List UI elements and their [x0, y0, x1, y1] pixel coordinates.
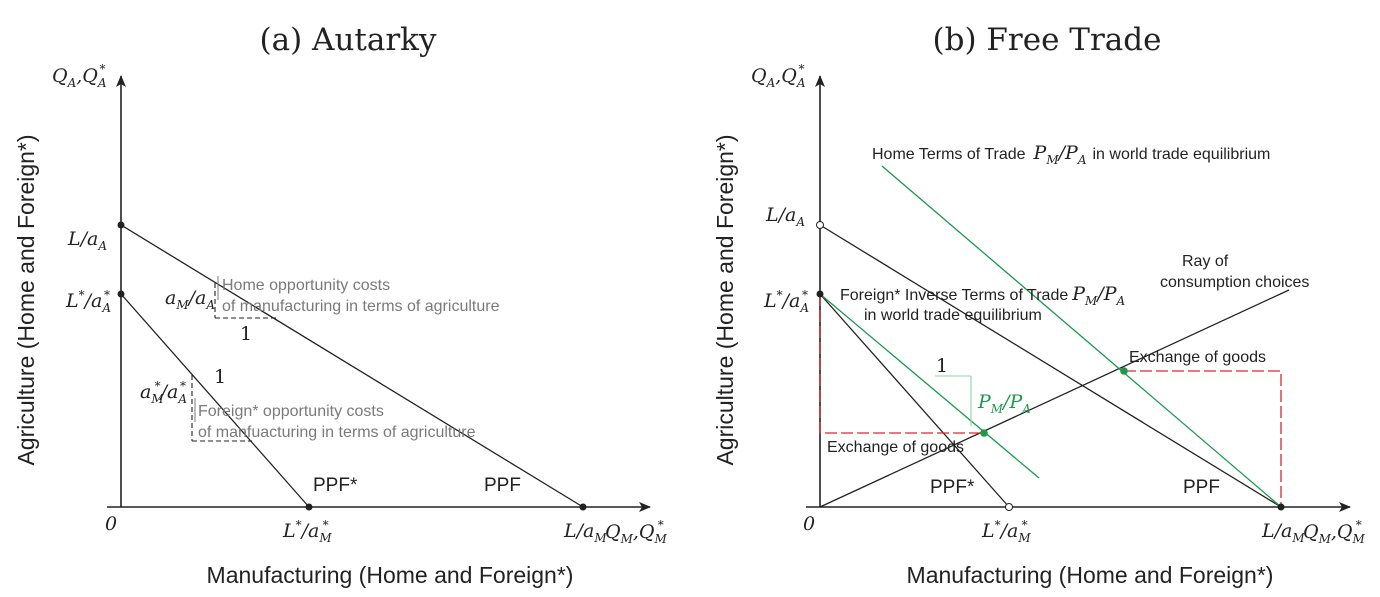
panel-a-origin: 0 [105, 513, 117, 535]
panel-b-home-x-intercept [1277, 503, 1285, 511]
panel-b-tot-slope-math: PM/PA [977, 391, 1031, 416]
panel-a-home-annotation-line2: of manufacturing in terms of agriculture [222, 298, 500, 315]
panel-b-foreign-consumption-point [980, 429, 988, 437]
panel-b-foreign-terms-of-trade-line [819, 293, 1040, 479]
panel-a-home-y-intercept [117, 221, 125, 229]
panel-b-y-axis-label: Agriculture (Home and Foreign*) [712, 134, 738, 465]
panel-a-home-ppf [120, 224, 584, 508]
panel-a-home-annotation-line1: Home opportunity costs [222, 277, 390, 294]
panel-b-foreign-y-intercept [816, 290, 824, 298]
panel-a-y-axis-quantity: QA,QA* [52, 62, 107, 90]
panel-a-foreign-slope-math: aM*/aA* [140, 379, 187, 406]
panel-b-home-exchange-label: Exchange of goods [1129, 349, 1266, 366]
panel-b-foreign-exchange-triangle [819, 294, 984, 434]
panel-b-tot-slope-one: 1 [936, 355, 948, 377]
panel-a-foreign-annotation-line2: of manfuacturing in terms of agriculture [198, 424, 476, 441]
panel-b-home-exchange-triangle [1124, 370, 1282, 507]
panel-a-home-ppf-label: PPF [484, 475, 521, 496]
panel-b-foreign-ppf [819, 293, 1010, 508]
panel-a-home-x-intercept [579, 503, 587, 511]
panel-b-x-axis-label: Manufacturing (Home and Foreign*) [907, 562, 1274, 588]
panel-a-foreign-ppf [120, 293, 310, 508]
panel-a-title: (a) Autarky [260, 22, 437, 58]
panel-b-y-axis-quantity: QA,QA* [751, 62, 806, 90]
panel-b-foreign-x-intercept [1005, 503, 1013, 511]
panel-a-home-x-intercept-label: L/aM [563, 520, 607, 545]
panel-b-home-terms-of-trade-line [881, 165, 1282, 508]
panel-a-home-slope-one: 1 [240, 323, 252, 345]
panel-a-foreign-ppf-label: PPF* [313, 475, 358, 496]
panel-b-foreign-tot-label-line1: Foreign* Inverse Terms of Trade PM/PA [840, 283, 1126, 308]
panel-a-home-slope-math: aM/aA [165, 287, 215, 312]
panel-b-foreign-x-intercept-label: L*/aM* [981, 518, 1031, 545]
panel-b-home-consumption-point [1120, 367, 1128, 375]
panel-a-home-y-intercept-label: L/aA [67, 228, 107, 253]
panel-b-home-ppf [819, 224, 1282, 508]
panel-b-x-axis-quantity: QM,QM* [1303, 518, 1366, 546]
panel-b-home-y-intercept-label: L/aA [765, 204, 805, 229]
panel-autarky: (a) Autarky QA,QA* QM,QM* Agriculture (H… [13, 22, 668, 588]
panel-a-foreign-y-intercept [117, 290, 125, 298]
panel-b-home-x-intercept-label: L/aM [1261, 520, 1305, 545]
panel-a-foreign-y-intercept-label: L*/aA* [65, 288, 111, 315]
panel-b-origin: 0 [803, 513, 815, 535]
panel-b-consumption-ray [819, 289, 1290, 508]
panel-b-foreign-y-intercept-label: L*/aA* [763, 288, 809, 315]
panel-a-foreign-x-intercept [305, 503, 313, 511]
panel-b-ray-label-line1: Ray of [1182, 253, 1229, 270]
panel-b-ray-label-line2: consumption choices [1160, 274, 1309, 291]
panel-a-foreign-slope-one: 1 [214, 366, 226, 388]
panel-a-y-axis-label: Agriculture (Home and Foreign*) [13, 134, 39, 465]
panel-b-foreign-exchange-label: Exchange of goods [827, 439, 964, 456]
panel-b-foreign-tot-label-line2: in world trade equilibrium [864, 307, 1042, 324]
panel-a-foreign-x-intercept-label: L*/aM* [282, 518, 332, 545]
panel-a-x-axis-label: Manufacturing (Home and Foreign*) [207, 562, 574, 588]
panel-a-x-axis-quantity: QM,QM* [605, 518, 668, 546]
panel-b-home-ppf-label: PPF [1183, 477, 1220, 498]
panel-a-foreign-annotation-line1: Foreign* opportunity costs [198, 403, 384, 420]
panel-b-home-y-intercept [816, 221, 824, 229]
panel-b-home-tot-label: Home Terms of Trade PM/PA in world trade e… [872, 142, 1270, 167]
panel-b-foreign-ppf-label: PPF* [930, 477, 975, 498]
panel-b-title: (b) Free Trade [933, 22, 1162, 58]
panel-free-trade: (b) Free Trade QA,QA* QM,QM* Agriculture… [712, 22, 1366, 588]
